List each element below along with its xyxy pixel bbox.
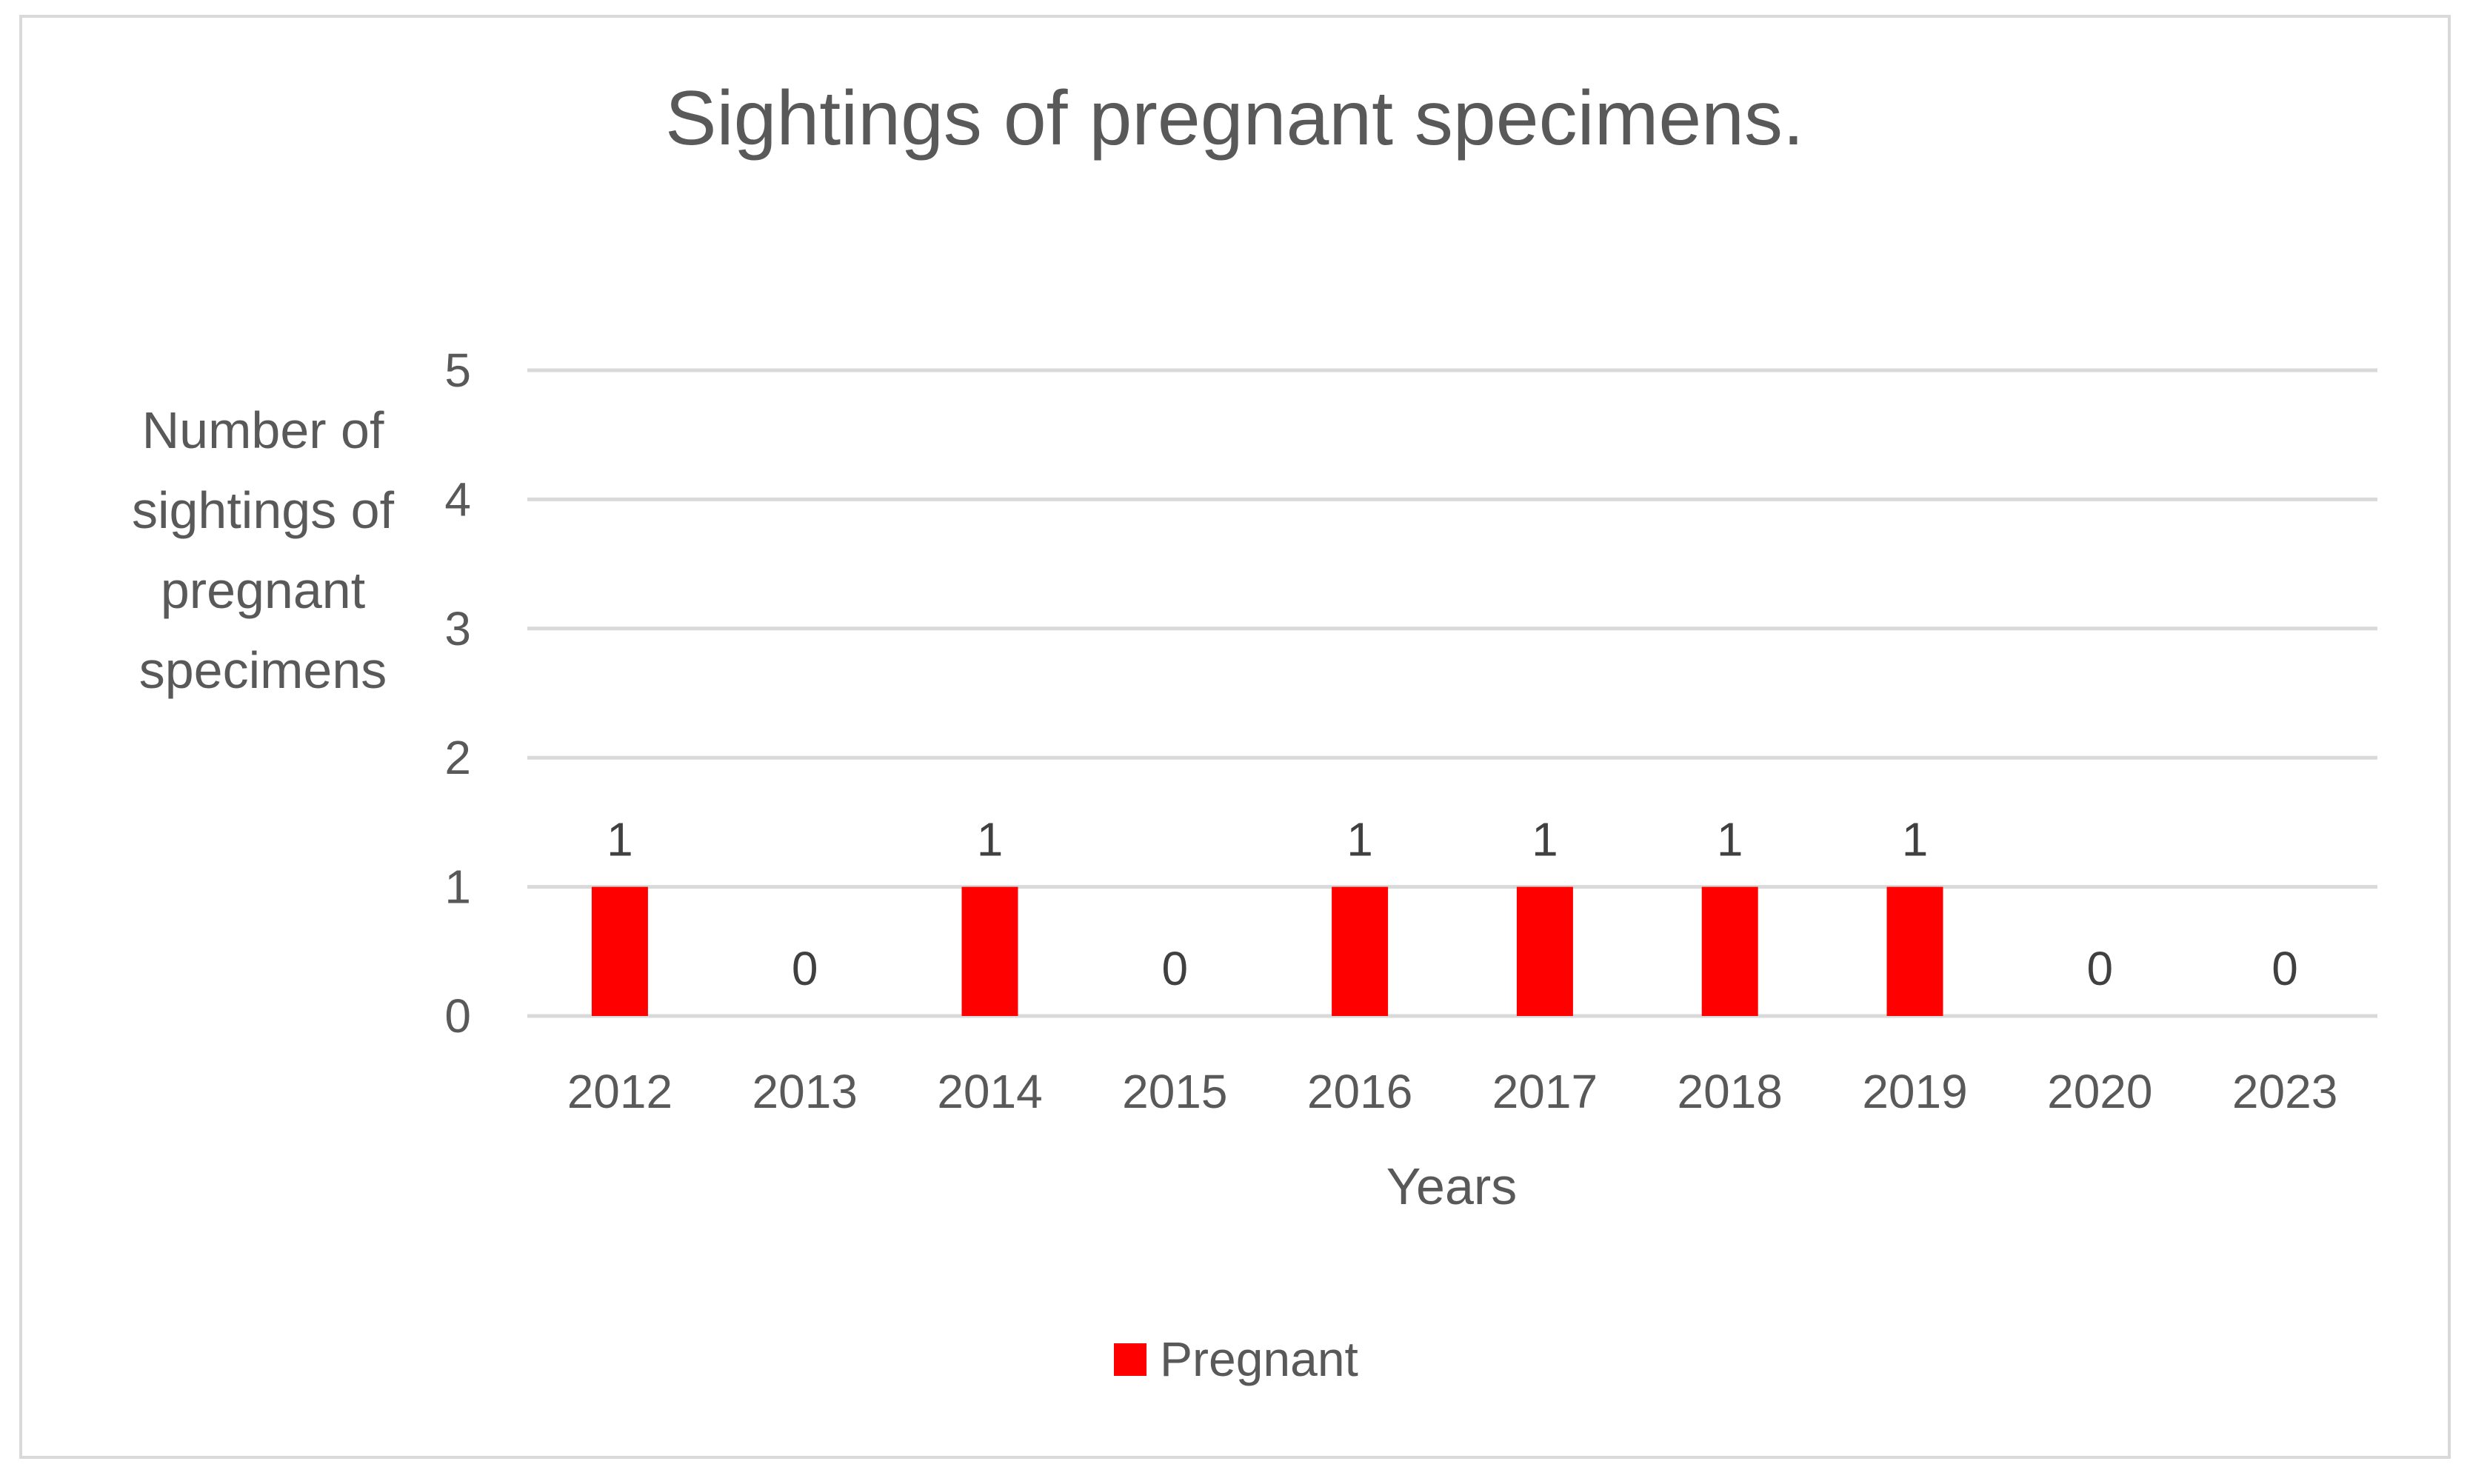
data-label-2012: 1 [607, 813, 633, 866]
x-tick-label-2020: 2020 [2047, 1065, 2152, 1118]
y-tick-label-2: 2 [444, 731, 471, 784]
data-label-2014: 1 [977, 813, 1004, 866]
bar-2017 [1516, 886, 1573, 1016]
data-label-2020: 0 [2087, 942, 2114, 995]
bar-2012 [591, 886, 648, 1016]
legend-swatch-pregnant [1114, 1343, 1146, 1376]
x-tick-label-2019: 2019 [1862, 1065, 1967, 1118]
x-tick-label-2023: 2023 [2232, 1065, 2337, 1118]
bar-2018 [1701, 886, 1758, 1016]
x-axis-ticks: 2012 2013 2014 2015 2016 2017 2018 2019 2020 2023 [567, 1065, 2338, 1118]
data-labels: 1 0 1 0 1 1 1 1 0 0 [607, 813, 2298, 995]
data-label-2019: 1 [1902, 813, 1929, 866]
data-label-2016: 1 [1346, 813, 1373, 866]
gridlines [527, 368, 2377, 1018]
data-label-2018: 1 [1717, 813, 1743, 866]
y-axis-ticks: 0 1 2 3 4 5 [444, 344, 471, 1043]
y-tick-label-1: 1 [444, 860, 471, 914]
legend-label-pregnant: Pregnant [1160, 1331, 1358, 1386]
y-tick-label-0: 0 [444, 989, 471, 1043]
data-label-2017: 1 [1532, 813, 1558, 866]
y-axis-title: Number of sightings of pregnant specimens [132, 401, 395, 699]
x-axis-title: Years [1386, 1157, 1517, 1215]
chart-title: Sightings of pregnant specimens. [665, 76, 1804, 161]
y-tick-label-4: 4 [444, 472, 471, 526]
bars [591, 886, 1943, 1016]
y-axis-title-line-2: sightings of [132, 481, 395, 539]
y-tick-label-5: 5 [444, 344, 471, 397]
legend: Pregnant [1114, 1331, 1358, 1386]
data-label-2023: 0 [2272, 942, 2298, 995]
data-label-2015: 0 [1162, 942, 1189, 995]
x-tick-label-2015: 2015 [1122, 1065, 1227, 1118]
chart-frame [19, 15, 2451, 1459]
bar-2019 [1886, 886, 1943, 1016]
bar-2016 [1332, 886, 1389, 1016]
x-tick-label-2012: 2012 [567, 1065, 672, 1118]
bar-2014 [961, 886, 1018, 1016]
x-tick-label-2013: 2013 [752, 1065, 858, 1118]
data-label-2013: 0 [792, 942, 818, 995]
y-axis-title-line-4: specimens [139, 641, 387, 699]
x-tick-label-2018: 2018 [1678, 1065, 1783, 1118]
x-tick-label-2017: 2017 [1492, 1065, 1598, 1118]
x-tick-label-2016: 2016 [1307, 1065, 1412, 1118]
y-tick-label-3: 3 [444, 602, 471, 655]
x-tick-label-2014: 2014 [937, 1065, 1042, 1118]
y-axis-title-line-1: Number of [142, 401, 384, 459]
y-axis-title-line-3: pregnant [161, 561, 365, 619]
